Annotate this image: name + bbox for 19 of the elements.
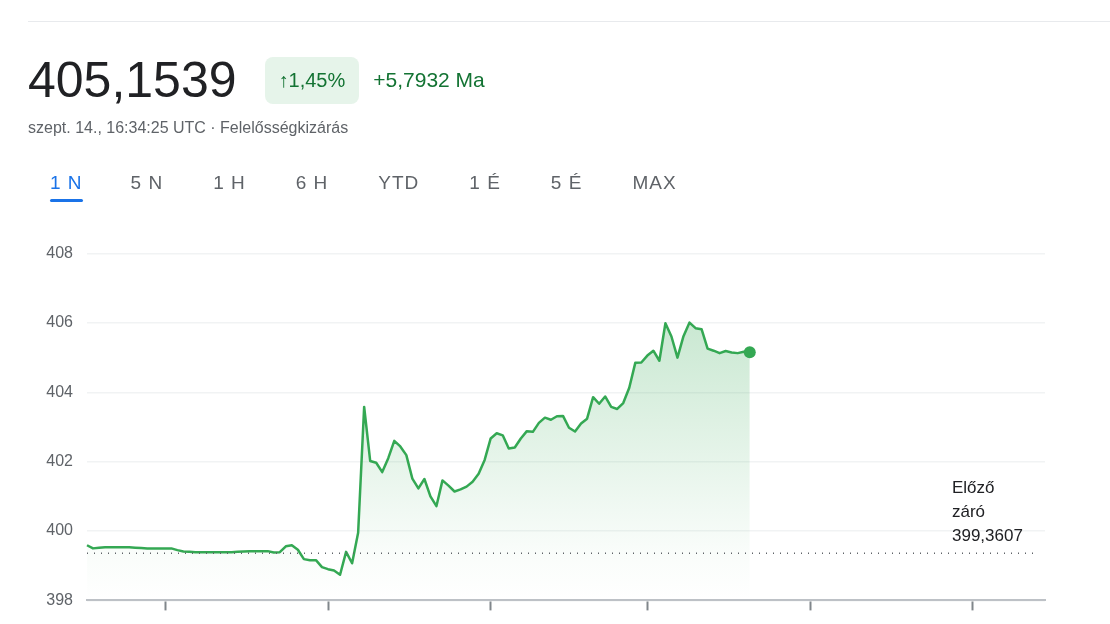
ref-line-label: Előző záró 399,3607 bbox=[952, 478, 1023, 546]
y-tick-label: 398 bbox=[46, 590, 74, 608]
text: 1 N bbox=[50, 172, 83, 193]
text: 5 N bbox=[130, 172, 164, 193]
text: MAX bbox=[632, 172, 677, 193]
text: YTD bbox=[378, 172, 420, 193]
text: 6 H bbox=[295, 172, 329, 193]
y-tick-label: 406 bbox=[46, 313, 74, 331]
text: 1 É bbox=[469, 172, 501, 193]
chart-subtitle: szept. 14., 16:34:25 UTC · Felelősségkizárás bbox=[28, 119, 349, 137]
text: ↑1,45% bbox=[264, 56, 360, 104]
text: 1 H bbox=[213, 172, 246, 193]
chart-title: 405,1539 bbox=[28, 52, 237, 108]
y-tick-label: 400 bbox=[46, 521, 74, 539]
y-tick-label: 408 bbox=[46, 244, 74, 262]
y-tick-label: 402 bbox=[46, 452, 74, 470]
text: 5 É bbox=[550, 172, 583, 193]
y-tick-label: 404 bbox=[46, 382, 74, 400]
text: +5,7932 Ma bbox=[373, 68, 485, 92]
